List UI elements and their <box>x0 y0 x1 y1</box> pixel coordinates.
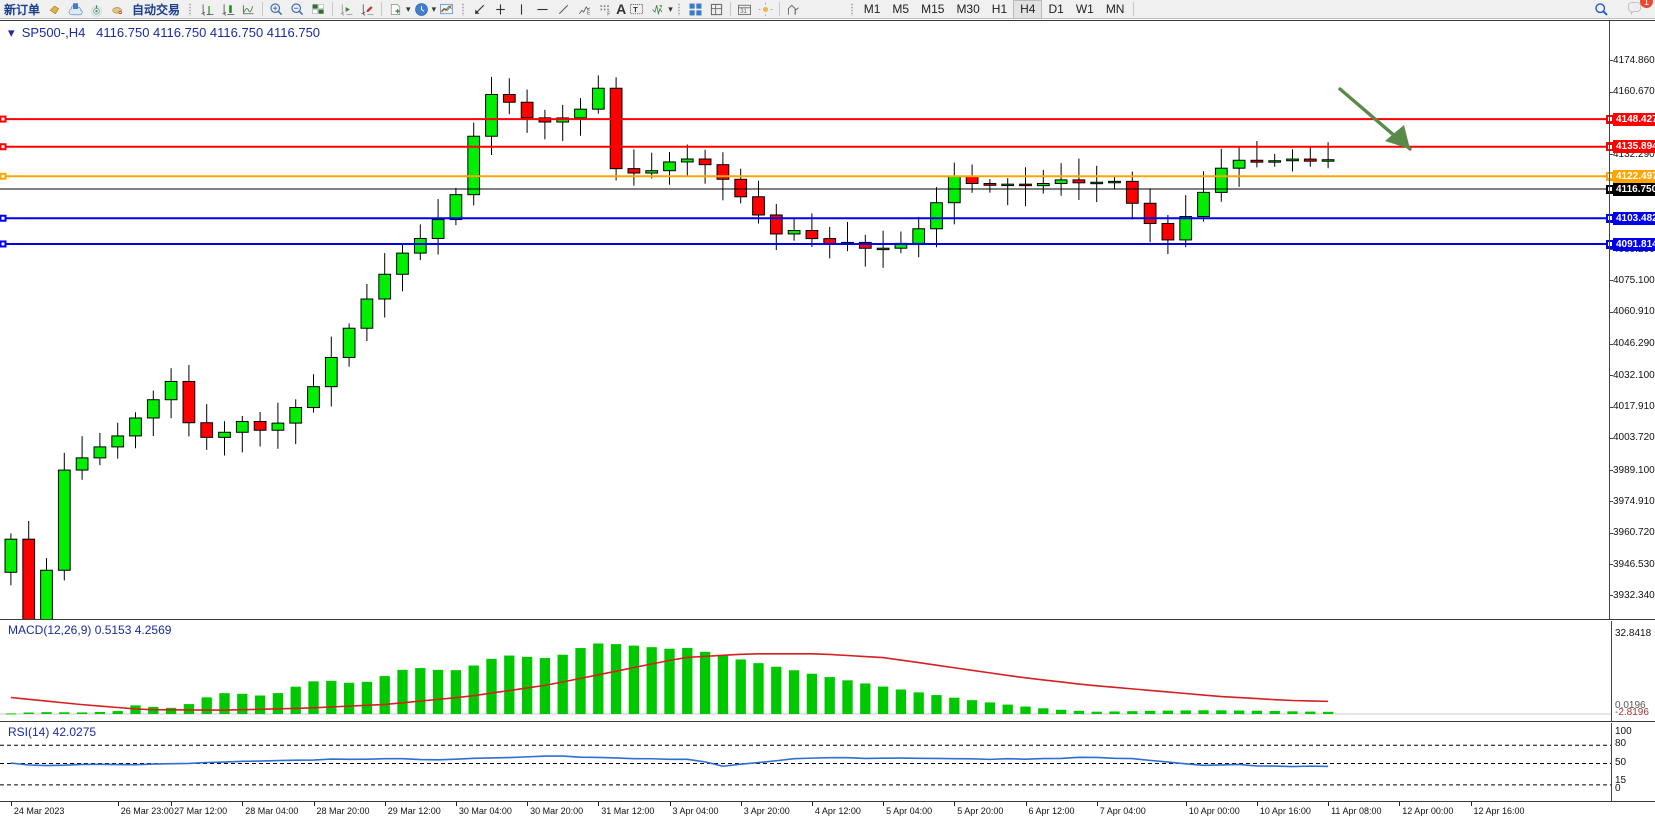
svg-text:E: E <box>587 10 591 16</box>
svg-text:T: T <box>633 5 638 14</box>
svg-text:31: 31 <box>740 8 747 14</box>
svg-text:F: F <box>607 11 610 17</box>
